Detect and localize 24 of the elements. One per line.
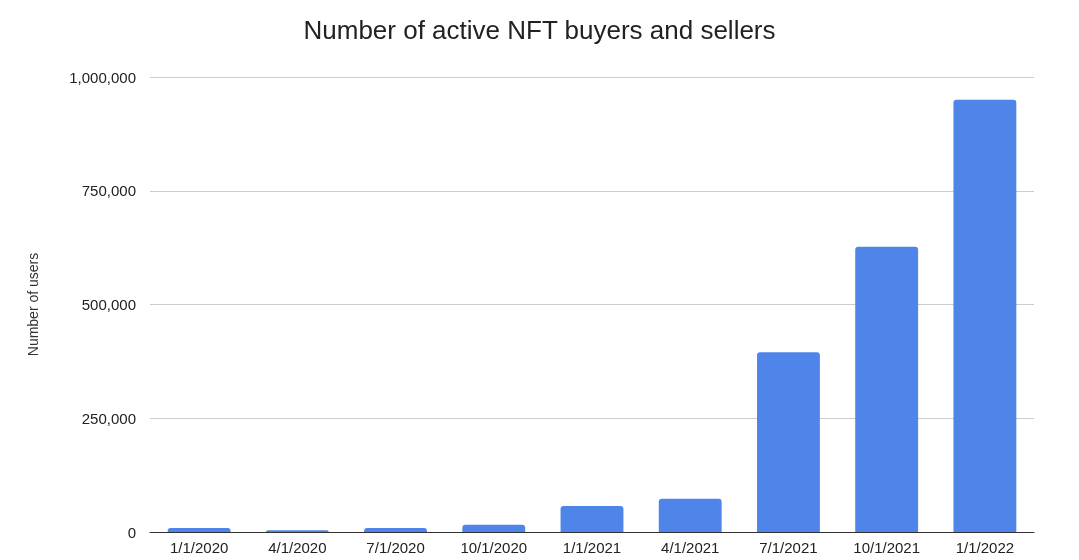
x-tick-label: 10/1/2021: [853, 539, 921, 556]
bar: [953, 99, 1017, 532]
bar: [855, 246, 919, 532]
y-tick-label: 1,000,000: [69, 68, 136, 86]
chart-title: Number of active NFT buyers and sellers: [303, 15, 776, 45]
bar: [462, 524, 526, 532]
bar: [364, 527, 427, 532]
bar: [757, 352, 820, 532]
y-tick-label: 750,000: [81, 182, 136, 200]
x-tick-label: 4/1/2020: [268, 539, 327, 556]
x-tick-label: 7/1/2020: [366, 539, 425, 556]
x-tick-label: 1/1/2021: [562, 539, 622, 556]
x-tick-label: 4/1/2021: [661, 539, 720, 556]
bar: [658, 498, 722, 532]
y-tick-label: 500,000: [81, 296, 136, 313]
x-tick-label: 1/1/2022: [955, 539, 1015, 556]
bar: [167, 527, 231, 532]
x-tick-label: 7/1/2021: [759, 539, 818, 556]
y-axis-title: Number of users: [25, 252, 41, 357]
x-tick-label: 10/1/2020: [460, 539, 528, 556]
x-tick-label: 1/1/2020: [169, 539, 229, 556]
y-tick-label: 0: [127, 523, 136, 541]
bar: [560, 506, 624, 532]
y-tick-label: 250,000: [81, 409, 136, 427]
